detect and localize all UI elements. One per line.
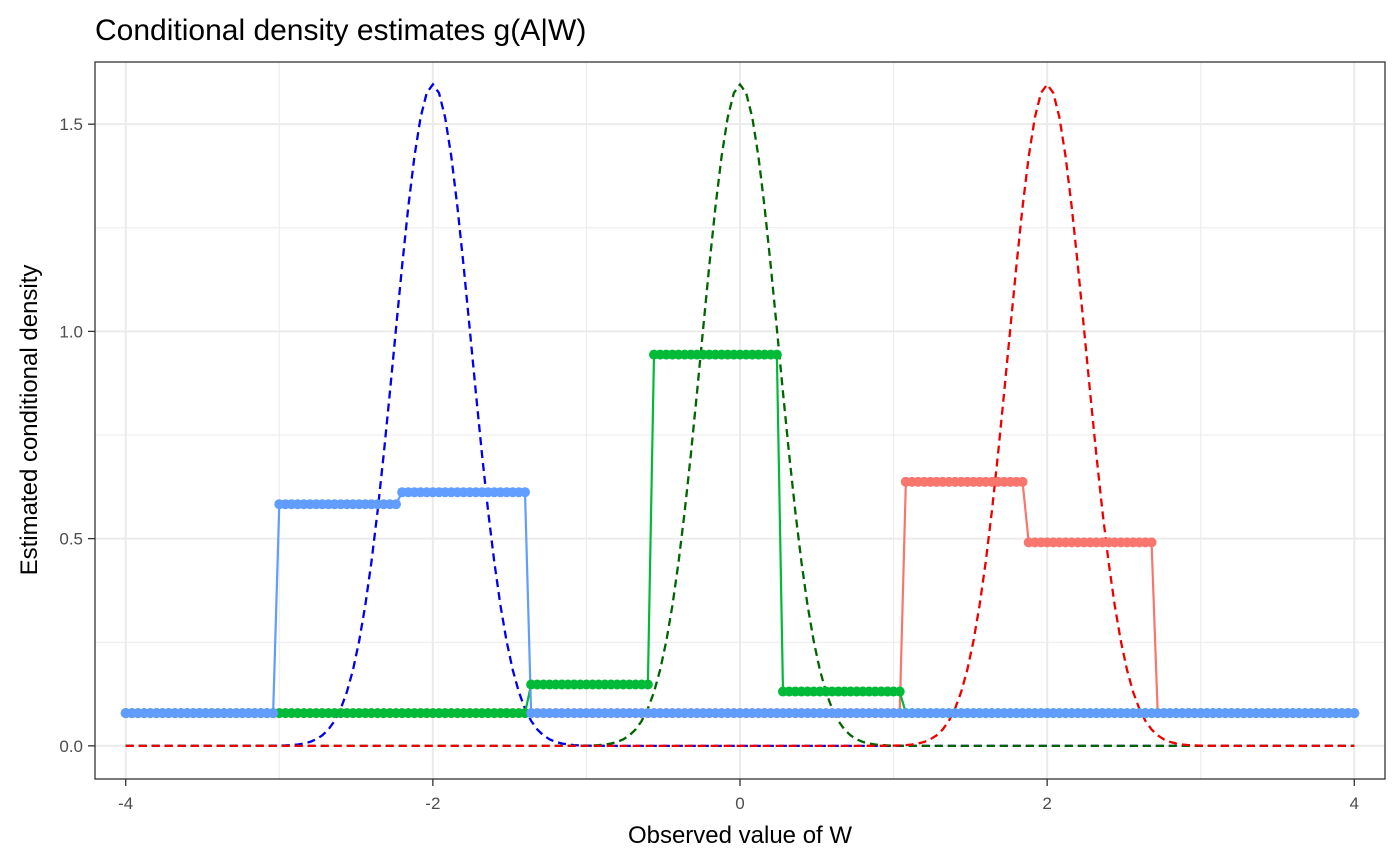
estimate-point bbox=[642, 679, 653, 690]
true-density-curves bbox=[125, 82, 1355, 747]
estimate-points bbox=[120, 349, 1360, 719]
x-tick-label: 0 bbox=[735, 794, 744, 813]
y-axis-title: Estimated conditional density bbox=[16, 265, 43, 576]
x-tick-label: -4 bbox=[118, 794, 133, 813]
true-density-curve bbox=[125, 82, 1355, 747]
estimate-point bbox=[1146, 537, 1157, 548]
estimate-point bbox=[1017, 476, 1028, 487]
estimate-point bbox=[391, 499, 401, 510]
estimate-point bbox=[771, 349, 782, 360]
x-axis: -4 -2 0 2 4 bbox=[118, 779, 1359, 813]
true-density-curve bbox=[125, 82, 1355, 747]
y-tick-label: 0.0 bbox=[59, 737, 83, 756]
y-tick-label: 0.5 bbox=[59, 530, 83, 549]
x-axis-title: Observed value of W bbox=[628, 822, 852, 849]
x-tick-label: -2 bbox=[425, 794, 440, 813]
y-tick-label: 1.0 bbox=[59, 322, 83, 341]
chart-title: Conditional density estimates g(A|W) bbox=[95, 14, 586, 47]
estimate-point bbox=[894, 686, 905, 697]
x-tick-label: 4 bbox=[1350, 794, 1359, 813]
y-axis: 0.0 0.5 1.0 1.5 bbox=[59, 115, 95, 756]
estimate-point bbox=[520, 487, 530, 498]
y-tick-label: 1.5 bbox=[59, 115, 83, 134]
estimate-point bbox=[1349, 708, 1360, 719]
x-tick-label: 2 bbox=[1042, 794, 1051, 813]
estimate-point bbox=[268, 708, 279, 719]
